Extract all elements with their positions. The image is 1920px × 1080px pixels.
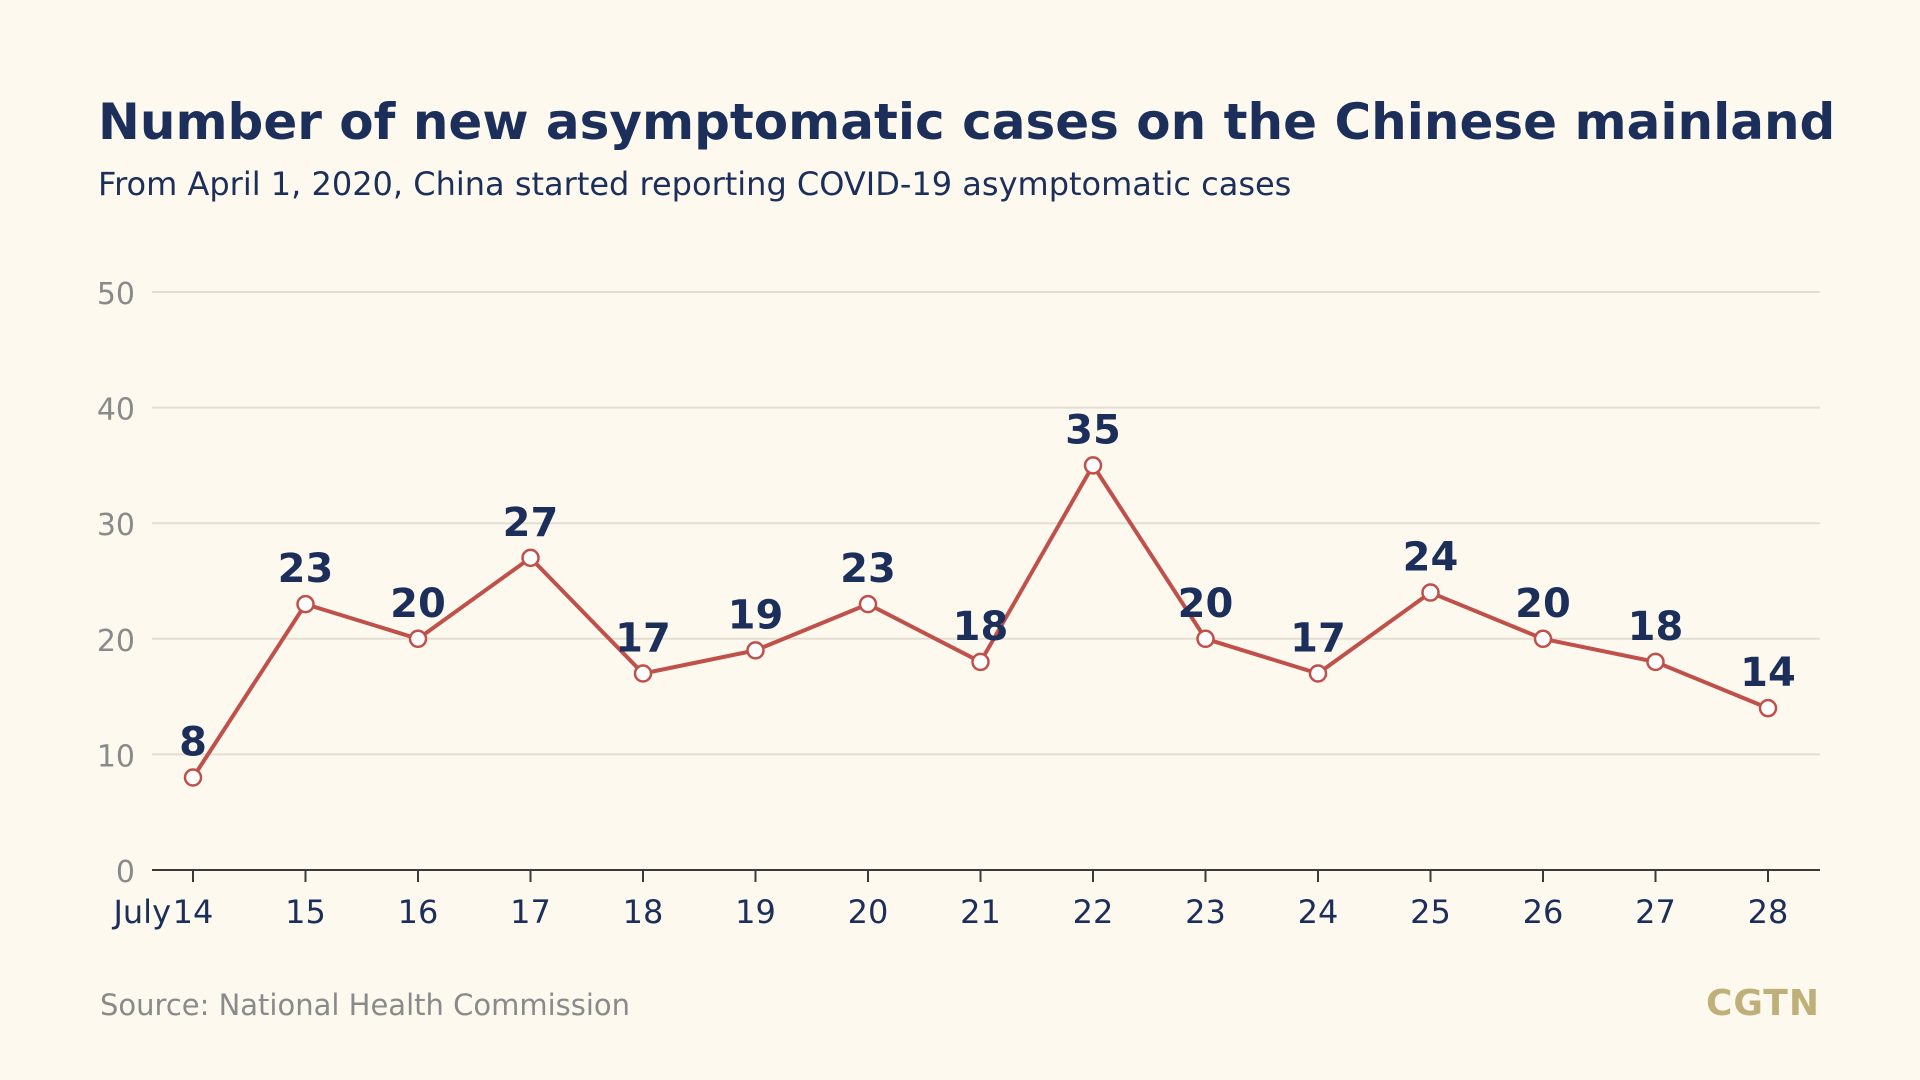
data-label: 17 — [1290, 615, 1346, 661]
y-axis-ticks: 0 10 20 30 40 50 — [97, 277, 135, 890]
data-point — [633, 664, 653, 683]
data-label: 23 — [840, 546, 896, 592]
x-tick-label: 27 — [1635, 893, 1676, 931]
data-point — [971, 652, 990, 672]
data-point — [1646, 652, 1665, 672]
data-label: 19 — [728, 592, 784, 638]
chart-title: Number of new asymptomatic cases on the … — [98, 93, 1836, 151]
data-point — [858, 594, 878, 614]
data-point — [1421, 583, 1440, 602]
x-tick-label: 16 — [398, 893, 439, 931]
data-point — [1308, 664, 1328, 683]
cgtn-logo: CGTN — [1705, 983, 1820, 1024]
data-labels: 8 23 20 27 17 19 23 18 35 20 17 24 20 18 14 — [179, 407, 1796, 765]
x-tick-label: 24 — [1298, 893, 1339, 931]
x-tick-label: 20 — [848, 893, 889, 931]
x-tick-label: 15 — [285, 893, 326, 931]
grid-lines — [152, 291, 1820, 756]
y-tick-label: 40 — [97, 393, 135, 428]
data-point — [408, 629, 428, 649]
data-label: 20 — [390, 581, 446, 627]
y-tick-label: 50 — [97, 277, 135, 312]
data-points — [183, 456, 1778, 787]
data-point — [1758, 698, 1778, 718]
data-label: 20 — [1178, 581, 1234, 627]
x-tick-label: 21 — [960, 893, 1001, 931]
y-tick-label: 10 — [97, 739, 135, 774]
x-axis-ticks: 14 15 16 17 18 19 20 21 22 23 24 25 26 27 28 July — [111, 870, 1788, 931]
data-label: 20 — [1515, 581, 1571, 627]
y-tick-label: 0 — [116, 855, 135, 890]
data-point — [521, 548, 540, 568]
x-tick-label: 18 — [623, 893, 664, 931]
data-point — [296, 594, 315, 614]
data-point — [746, 641, 765, 660]
x-tick-label: 19 — [735, 893, 776, 931]
data-label: 23 — [278, 546, 334, 592]
data-point — [1196, 629, 1215, 649]
x-tick-label: 25 — [1410, 893, 1451, 931]
y-tick-label: 30 — [97, 508, 135, 543]
data-label: 14 — [1740, 650, 1796, 696]
x-tick-label: 26 — [1523, 893, 1564, 931]
x-tick-label: 17 — [510, 893, 551, 931]
x-tick-label: 28 — [1748, 893, 1789, 931]
x-tick-label: 14 — [173, 893, 214, 931]
source-note: Source: National Health Commission — [100, 988, 631, 1022]
data-point — [183, 768, 203, 787]
y-tick-label: 20 — [97, 624, 135, 659]
data-label: 24 — [1403, 535, 1459, 581]
data-label: 17 — [615, 615, 671, 661]
chart-subtitle: From April 1, 2020, China started report… — [98, 165, 1292, 203]
x-tick-label: 22 — [1073, 893, 1114, 931]
data-label: 27 — [503, 500, 559, 546]
x-axis-month-label: July — [111, 893, 171, 931]
data-label: 8 — [179, 720, 207, 766]
data-label: 18 — [953, 604, 1009, 650]
data-label: 18 — [1628, 604, 1684, 650]
data-point — [1533, 629, 1553, 649]
x-tick-label: 23 — [1185, 893, 1226, 931]
data-label: 35 — [1065, 407, 1121, 453]
data-point — [1083, 456, 1103, 475]
